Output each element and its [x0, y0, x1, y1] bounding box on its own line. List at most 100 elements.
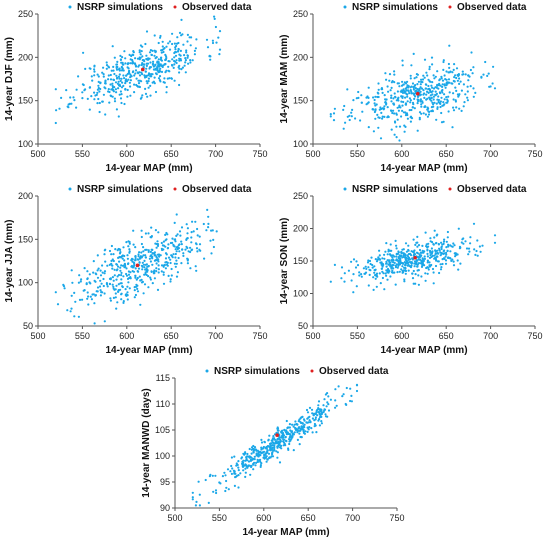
simulation-point — [259, 458, 262, 461]
simulation-point — [131, 71, 134, 74]
simulation-point — [266, 449, 269, 452]
simulation-point — [433, 229, 436, 232]
simulation-point — [167, 256, 171, 259]
simulation-point — [77, 281, 80, 284]
simulation-point — [99, 81, 102, 84]
simulation-point — [445, 253, 448, 256]
simulation-point — [70, 294, 73, 297]
simulation-point — [275, 440, 278, 443]
simulation-point — [400, 268, 403, 271]
simulation-point — [474, 253, 477, 256]
legend-observed-marker — [448, 5, 452, 9]
simulation-point — [311, 431, 314, 434]
simulation-point — [110, 262, 113, 265]
simulation-point — [156, 244, 160, 247]
simulation-point — [166, 233, 169, 236]
simulation-point — [383, 105, 386, 108]
simulation-point — [155, 246, 158, 249]
simulation-point — [225, 479, 228, 483]
simulation-point — [149, 66, 152, 69]
simulation-point — [428, 65, 431, 68]
simulation-point — [118, 252, 122, 255]
simulation-point — [456, 79, 459, 82]
simulation-point — [186, 54, 189, 57]
simulation-point — [387, 271, 390, 274]
simulation-point — [417, 80, 420, 83]
simulation-point — [425, 93, 428, 96]
y-tick-label: 250 — [293, 191, 308, 201]
simulation-point — [90, 95, 93, 98]
simulation-point — [256, 460, 259, 463]
simulation-point — [115, 63, 118, 66]
simulation-point — [108, 249, 112, 253]
simulation-point — [70, 307, 73, 310]
simulation-point — [348, 118, 351, 122]
simulation-point — [436, 106, 439, 109]
simulation-point — [329, 280, 332, 283]
simulation-point — [133, 296, 136, 299]
simulation-point — [417, 256, 420, 259]
simulation-point — [185, 238, 188, 241]
simulation-point — [416, 241, 419, 244]
simulation-point — [111, 267, 114, 270]
simulation-point — [226, 468, 230, 471]
simulation-point — [409, 86, 412, 89]
simulation-point — [223, 471, 226, 474]
simulation-point — [391, 256, 394, 259]
simulation-point — [172, 66, 175, 69]
simulation-point — [144, 254, 147, 257]
simulation-point — [180, 243, 183, 246]
simulation-point — [194, 47, 197, 50]
simulation-point — [111, 45, 114, 48]
simulation-point — [268, 442, 272, 445]
simulation-point — [378, 257, 381, 260]
simulation-point — [352, 273, 355, 276]
simulation-point — [86, 291, 89, 294]
simulation-point — [397, 109, 400, 112]
simulation-point — [372, 288, 375, 291]
simulation-point — [73, 99, 76, 102]
simulation-point — [84, 88, 87, 91]
simulation-point — [455, 106, 458, 109]
simulation-point — [350, 400, 353, 403]
simulation-point — [443, 238, 446, 241]
simulation-point — [391, 269, 394, 272]
simulation-point — [102, 73, 105, 76]
simulation-point — [327, 403, 330, 406]
simulation-point — [65, 89, 68, 92]
simulation-point — [146, 58, 149, 61]
simulation-point — [101, 271, 104, 274]
simulation-point — [260, 451, 263, 455]
simulation-point — [166, 246, 170, 250]
simulation-point — [123, 77, 126, 80]
simulation-point — [392, 267, 395, 270]
simulation-point — [394, 283, 397, 286]
simulation-point — [171, 58, 174, 61]
simulation-point — [124, 265, 127, 268]
simulation-point — [247, 460, 251, 463]
simulation-point — [212, 490, 215, 493]
simulation-point — [126, 72, 129, 76]
simulation-point — [58, 107, 61, 110]
simulation-point — [470, 51, 473, 54]
simulation-point — [154, 229, 157, 232]
simulation-point — [267, 452, 271, 455]
simulation-point — [152, 80, 155, 83]
simulation-point — [75, 88, 78, 91]
simulation-point — [126, 62, 129, 65]
simulation-point — [246, 455, 249, 458]
simulation-point — [218, 53, 221, 56]
simulation-point — [240, 457, 243, 460]
simulation-point — [352, 291, 355, 294]
simulation-point — [433, 77, 436, 80]
simulation-point — [169, 280, 172, 283]
simulation-point — [90, 75, 93, 78]
simulation-point — [215, 491, 218, 495]
simulation-point — [134, 255, 137, 258]
simulation-point — [452, 260, 455, 263]
simulation-point — [162, 81, 165, 84]
simulation-point — [488, 85, 491, 88]
simulation-point — [137, 267, 141, 270]
simulation-point — [404, 269, 407, 272]
simulation-point — [404, 256, 407, 259]
